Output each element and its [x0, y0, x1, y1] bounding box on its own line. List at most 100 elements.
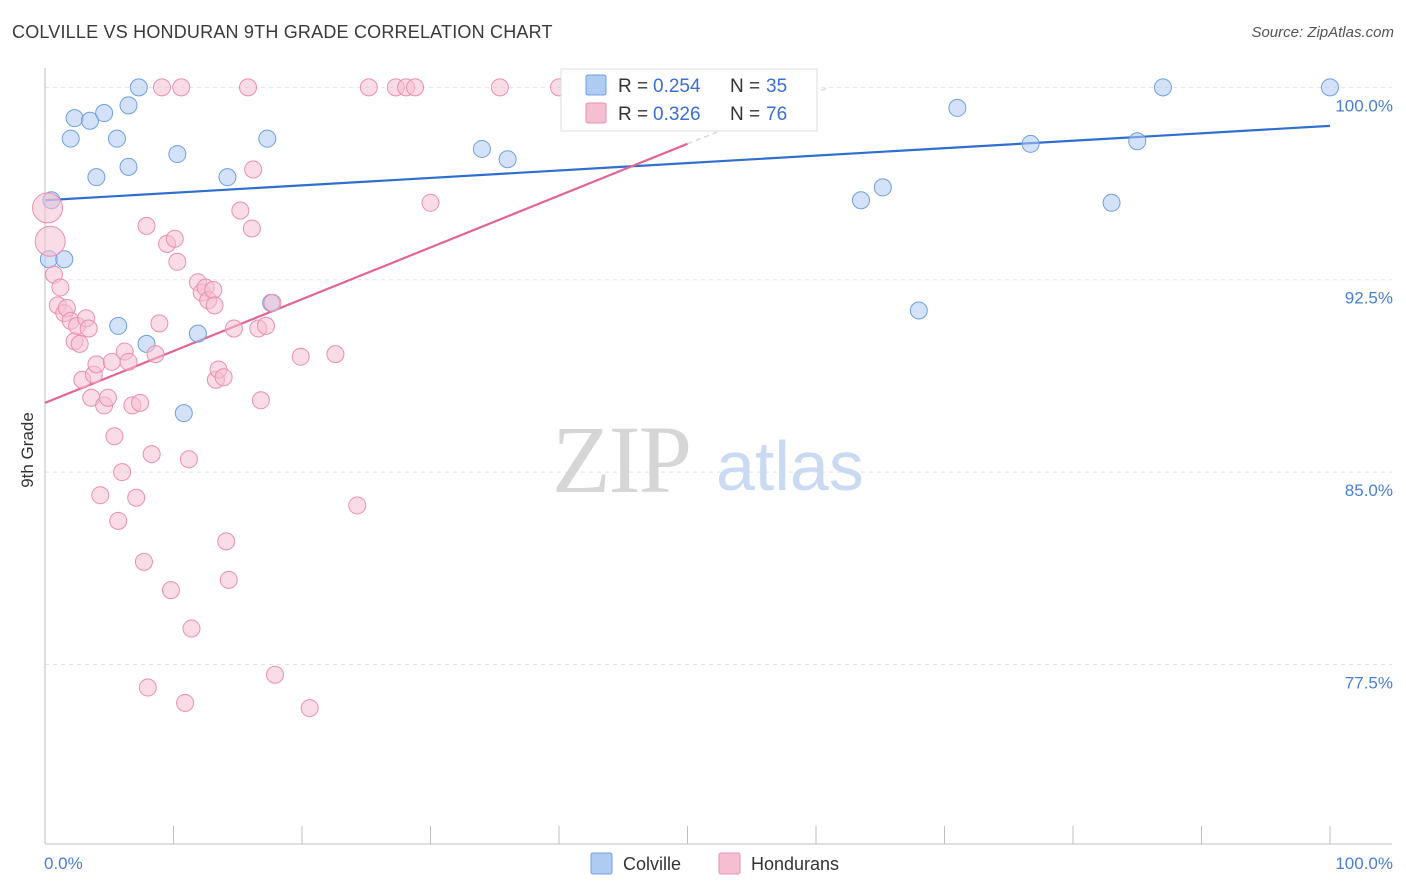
- colville-point: [948, 98, 967, 117]
- hondurans-point: [109, 511, 128, 530]
- hondurans-point: [172, 78, 191, 97]
- hondurans-point: [70, 334, 89, 353]
- colville-point: [119, 157, 138, 176]
- hondurans-point: [161, 581, 180, 600]
- hondurans-point: [182, 619, 201, 638]
- watermark: ZIP atlas: [552, 406, 864, 513]
- colville-point: [61, 129, 80, 148]
- legend-r-value-2: 0.326: [653, 104, 701, 125]
- hondurans-point: [214, 368, 233, 387]
- legend-r-value-1: 0.254: [653, 76, 701, 97]
- legend-n-value-2: 76: [766, 104, 787, 125]
- legend-r-label-2: R =: [618, 104, 648, 125]
- hondurans-point: [205, 296, 224, 315]
- hondurans-point: [359, 78, 378, 97]
- hondurans-point: [51, 278, 70, 297]
- hondurans-point: [231, 201, 250, 220]
- hondurans-point: [113, 463, 132, 482]
- hondurans-point: [242, 219, 261, 238]
- colville-point: [55, 250, 74, 269]
- colville-point: [1321, 78, 1339, 97]
- hondurans-point: [257, 316, 276, 335]
- legend-n-label-2: N =: [730, 104, 760, 125]
- y-tick-labels: 100.0% 92.5% 85.0% 77.5%: [1335, 96, 1393, 692]
- colville-point: [1128, 132, 1147, 151]
- colville-point: [258, 129, 277, 148]
- hondurans-point: [348, 496, 367, 515]
- legend-swatch-colville: [585, 74, 607, 96]
- hondurans-point: [176, 693, 195, 712]
- hondurans-point: [152, 78, 171, 97]
- hondurans-point: [219, 570, 238, 589]
- hondurans-point: [263, 293, 282, 312]
- axes: [44, 68, 1392, 845]
- colville-point: [129, 78, 148, 97]
- hondurans-point: [217, 532, 236, 551]
- hondurans-point: [134, 552, 153, 571]
- hondurans-point: [406, 78, 425, 97]
- y-tick-label: 77.5%: [1345, 673, 1393, 692]
- hondurans-point: [179, 450, 198, 469]
- hondurans-point: [79, 319, 98, 338]
- colville-point: [498, 150, 517, 169]
- stats-legend: R = 0.254 N = 35 R = 0.326 N = 76: [560, 68, 818, 132]
- colville-point: [909, 301, 928, 320]
- bottom-legend-hondurans: Hondurans: [751, 854, 839, 874]
- hondurans-point: [168, 252, 187, 271]
- x-tick-label: 0.0%: [44, 854, 83, 873]
- hondurans-point: [91, 486, 110, 505]
- hondurans-point: [490, 78, 509, 97]
- colville-point: [218, 168, 237, 187]
- colville-point: [873, 178, 892, 197]
- colville-point: [80, 111, 99, 130]
- hondurans-point: [32, 192, 64, 224]
- hondurans-point: [142, 445, 161, 464]
- colville-point: [95, 104, 114, 123]
- x-tick-label: 100.0%: [1335, 854, 1393, 873]
- hondurans-point: [87, 355, 106, 374]
- colville-point: [851, 191, 870, 210]
- hondurans-point: [127, 488, 146, 507]
- bottom-swatch-hondurans: [718, 852, 741, 875]
- hondurans-point: [291, 347, 310, 366]
- y-tick-label: 92.5%: [1345, 289, 1393, 308]
- hondurans-point: [119, 352, 138, 371]
- y-tick-label: 100.0%: [1335, 96, 1393, 115]
- hondurans-point: [131, 393, 150, 412]
- hondurans-point: [138, 678, 157, 697]
- bottom-swatch-colville: [590, 852, 613, 875]
- colville-point: [119, 96, 138, 115]
- colville-point: [65, 109, 84, 128]
- hondurans-point: [224, 319, 243, 338]
- hondurans-point: [251, 391, 270, 410]
- legend-n-label-1: N =: [730, 76, 760, 97]
- chart-title: COLVILLE VS HONDURAN 9TH GRADE CORRELATI…: [12, 22, 553, 42]
- colville-point: [188, 324, 207, 343]
- x-tick-labels: 0.0% 100.0%: [44, 854, 1393, 873]
- legend-swatch-hondurans: [585, 102, 607, 124]
- data-points: [32, 78, 1339, 718]
- colville-point: [1153, 78, 1172, 97]
- hondurans-point: [150, 314, 169, 333]
- colville-point: [472, 139, 491, 158]
- colville-point: [1102, 193, 1121, 212]
- source-label: Source: ZipAtlas.com: [1251, 24, 1394, 41]
- y-axis-title: 9th Grade: [18, 412, 37, 488]
- colville-point: [168, 145, 187, 164]
- hondurans-point: [146, 345, 165, 364]
- bottom-legend-colville: Colville: [623, 854, 681, 874]
- legend-n-value-1: 35: [766, 76, 787, 97]
- hondurans-point: [239, 78, 258, 97]
- watermark-zip: ZIP: [552, 406, 690, 513]
- y-tick-label: 85.0%: [1345, 481, 1393, 500]
- legend-r-label-1: R =: [618, 76, 648, 97]
- colville-trend-line: [44, 124, 1331, 202]
- watermark-atlas: atlas: [716, 427, 864, 505]
- hondurans-point: [98, 388, 117, 407]
- hondurans-point: [244, 160, 263, 179]
- hondurans-point: [266, 665, 285, 684]
- colville-point: [107, 129, 126, 148]
- hondurans-point: [421, 193, 440, 212]
- colville-point: [1021, 134, 1040, 153]
- colville-point: [87, 168, 106, 187]
